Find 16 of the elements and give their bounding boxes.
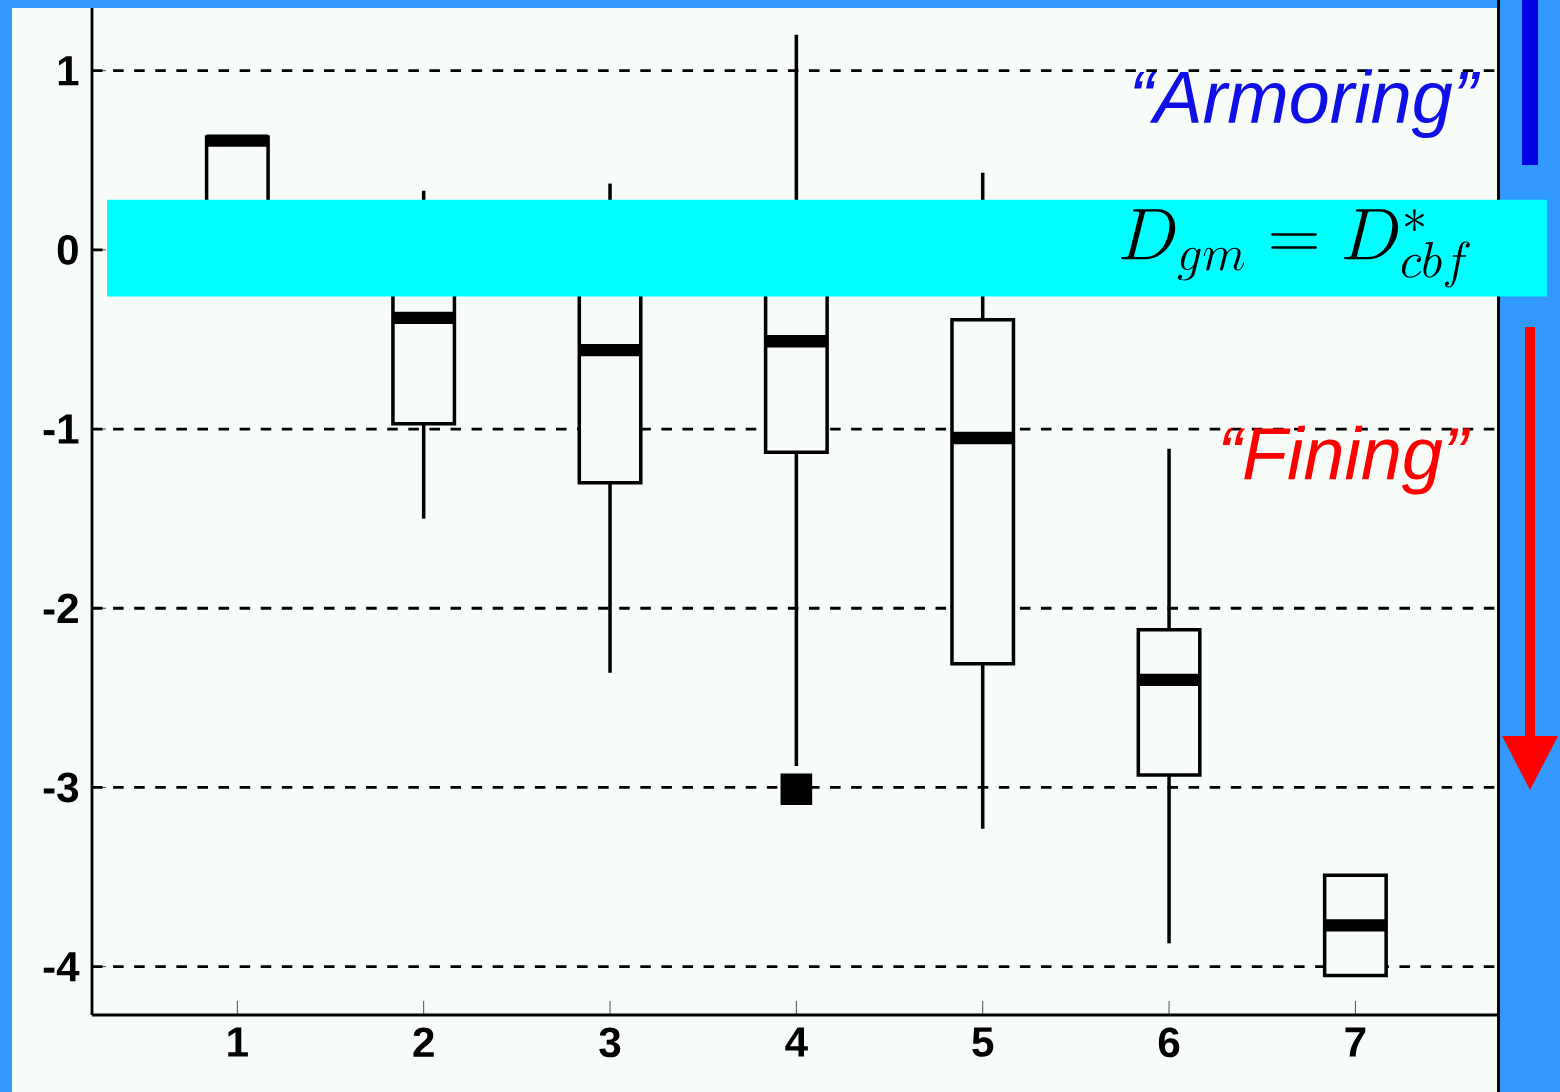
x-tick-label: 2 (413, 1027, 434, 1057)
x-tick-label: 3 (599, 1027, 621, 1058)
x-tick-label: 7 (1345, 1027, 1366, 1057)
annotation: “Armoring” (1134, 69, 1481, 139)
x-tick-label: 5 (972, 1027, 994, 1057)
annotation: “Fining” (1222, 425, 1471, 495)
x-tick-label: 4 (785, 1027, 808, 1057)
x-tick-label: 1 (228, 1027, 248, 1057)
x-tick-label: 6 (1158, 1027, 1180, 1058)
y-tick-label: 1 (58, 56, 79, 86)
band-label: $D_{gm}=D^{*}_{cbf}$ (1121, 209, 1470, 288)
y-tick-label: -3 (43, 772, 79, 803)
y-tick-label: -1 (43, 414, 79, 444)
y-tick-label: 0 (57, 234, 78, 265)
y-tick-label: -2 (43, 593, 78, 623)
y-tick-label: -4 (43, 952, 80, 982)
